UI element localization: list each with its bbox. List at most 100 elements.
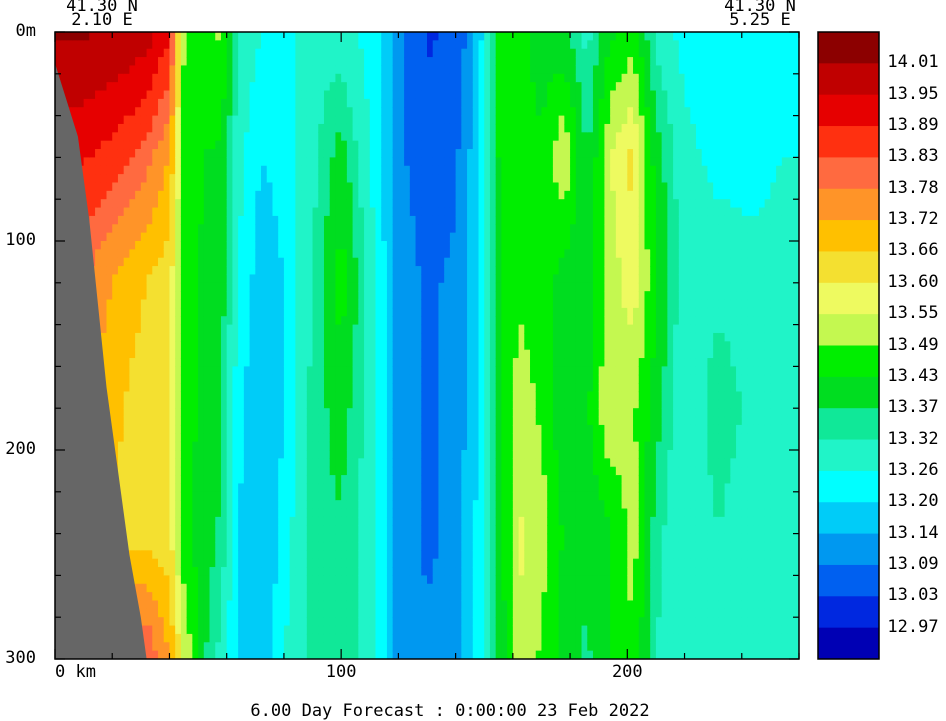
heat-cell	[312, 316, 319, 326]
heat-cell	[226, 115, 234, 125]
heat-cell	[318, 466, 325, 476]
heat-cell	[100, 299, 108, 309]
heat-cell	[295, 491, 302, 501]
heat-cell	[398, 274, 405, 284]
heat-cell	[346, 567, 354, 576]
heat-cell	[158, 291, 165, 301]
heat-cell	[346, 617, 354, 627]
heat-cell	[186, 140, 193, 150]
heat-cell	[243, 558, 251, 568]
heat-cell	[129, 165, 136, 175]
heat-cell	[261, 215, 268, 225]
heat-cell	[140, 149, 148, 158]
heat-cell	[140, 516, 148, 526]
heat-cell	[255, 383, 262, 393]
heat-cell	[192, 274, 199, 284]
heat-cell	[255, 525, 262, 535]
heat-cell	[409, 433, 417, 443]
heat-cell	[335, 257, 342, 267]
heat-cell	[261, 550, 268, 560]
heat-cell	[220, 157, 228, 167]
heat-cell	[135, 90, 142, 100]
heat-cell	[163, 374, 171, 384]
heat-cell	[323, 40, 331, 50]
heat-cell	[146, 224, 153, 234]
heat-cell	[289, 592, 296, 602]
heat-cell	[409, 32, 417, 41]
heat-cell	[358, 107, 365, 117]
heat-cell	[409, 558, 417, 568]
heat-cell	[215, 374, 222, 384]
heat-cell	[346, 207, 354, 217]
heat-cell	[427, 182, 434, 192]
heat-cell	[272, 575, 279, 585]
heat-cell	[158, 249, 165, 259]
heat-cell	[215, 391, 222, 401]
heat-cell	[346, 508, 354, 518]
heat-cell	[198, 57, 205, 67]
heat-cell	[369, 650, 377, 659]
heat-cell	[255, 324, 262, 334]
heat-cell	[364, 207, 371, 217]
heat-cell	[323, 491, 331, 501]
heat-cell	[427, 332, 434, 342]
heat-cell	[278, 525, 285, 535]
heat-cell	[89, 190, 96, 200]
heat-cell	[386, 366, 394, 376]
heat-cell	[203, 182, 211, 192]
heat-cell	[375, 475, 382, 485]
heat-cell	[198, 182, 205, 192]
heat-cell	[421, 232, 428, 242]
heat-cell	[169, 583, 176, 593]
heat-cell	[163, 358, 171, 367]
heat-cell	[301, 182, 308, 192]
heat-cell	[146, 399, 153, 409]
heat-cell	[186, 232, 193, 242]
heat-cell	[409, 241, 417, 250]
heat-cell	[232, 299, 239, 309]
heat-cell	[140, 466, 148, 476]
heat-cell	[158, 316, 165, 326]
heat-cell	[329, 107, 337, 117]
heat-cell	[215, 123, 222, 133]
heat-cell	[266, 458, 274, 468]
heat-cell	[323, 249, 331, 259]
heat-cell	[283, 241, 291, 250]
heat-cell	[381, 215, 388, 225]
heat-cell	[289, 132, 296, 142]
heat-cell	[152, 592, 159, 602]
heat-cell	[404, 575, 411, 585]
heat-cell	[152, 266, 159, 276]
heat-cell	[226, 307, 234, 317]
heat-cell	[386, 115, 394, 125]
heat-cell	[203, 149, 211, 158]
heat-cell	[60, 40, 68, 50]
heat-cell	[198, 458, 205, 468]
heat-cell	[352, 642, 359, 652]
heat-cell	[409, 82, 417, 92]
heat-cell	[415, 324, 422, 334]
heat-cell	[95, 73, 102, 83]
heat-cell	[226, 650, 234, 659]
heat-cell	[140, 583, 148, 593]
heat-cell	[323, 358, 331, 367]
heat-cell	[175, 516, 182, 526]
heat-cell	[261, 358, 268, 367]
heat-cell	[346, 366, 354, 376]
heat-cell	[243, 483, 251, 493]
heat-cell	[295, 332, 302, 342]
heat-cell	[318, 82, 325, 92]
heat-cell	[169, 416, 176, 426]
heat-cell	[329, 558, 337, 568]
heat-cell	[112, 157, 119, 167]
heat-cell	[312, 332, 319, 342]
heat-cell	[283, 98, 291, 108]
heat-cell	[272, 391, 279, 401]
heat-cell	[83, 174, 90, 184]
heat-cell	[140, 73, 148, 83]
heat-cell	[243, 592, 251, 602]
heat-cell	[203, 533, 211, 543]
heat-cell	[427, 508, 434, 518]
heat-cell	[375, 224, 382, 234]
heat-cell	[249, 65, 256, 75]
